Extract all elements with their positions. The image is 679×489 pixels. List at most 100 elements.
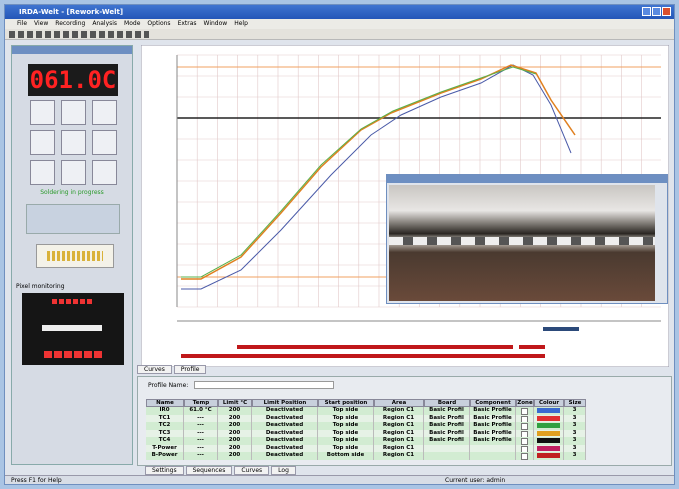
- table-cell: ---: [184, 429, 218, 437]
- colour-swatch: [537, 438, 560, 443]
- window-controls: [642, 7, 672, 17]
- title-bar: IRDA-Welt - [Rework-Welt]: [5, 5, 674, 19]
- menu-item[interactable]: Extras: [177, 20, 197, 27]
- table-cell: [534, 437, 564, 445]
- table-cell: [516, 407, 534, 415]
- tab[interactable]: Settings: [145, 466, 184, 475]
- curve: [181, 64, 572, 290]
- table-cell: 200: [218, 429, 252, 437]
- colour-swatch: [537, 423, 560, 428]
- tab[interactable]: Curves: [234, 466, 270, 475]
- control-button[interactable]: [92, 100, 117, 125]
- table-cell: Basic Profile: [470, 414, 516, 422]
- tab[interactable]: Log: [271, 466, 296, 475]
- control-button[interactable]: [30, 130, 55, 155]
- control-button[interactable]: [61, 160, 86, 185]
- menu-item[interactable]: File: [17, 20, 28, 27]
- control-button[interactable]: [30, 100, 55, 125]
- table-cell: Region C1: [374, 452, 424, 460]
- pixel-row: [52, 299, 92, 304]
- table-cell: [424, 444, 470, 452]
- zone-bar: [181, 354, 545, 358]
- table-cell: Top side: [318, 444, 374, 452]
- column-header: Limit Position: [252, 399, 318, 407]
- menu-item[interactable]: Mode: [124, 20, 141, 27]
- table-cell: Basic Profile: [470, 422, 516, 430]
- menu-item[interactable]: Window: [203, 20, 228, 27]
- column-header: Component: [470, 399, 516, 407]
- table-cell: Region C1: [374, 422, 424, 430]
- table-cell: ---: [184, 437, 218, 445]
- table-cell: 200: [218, 452, 252, 460]
- table-cell: ---: [184, 414, 218, 422]
- table-cell: 3: [564, 414, 586, 422]
- table-cell: Top side: [318, 414, 374, 422]
- toolbar-buttons[interactable]: [9, 31, 149, 38]
- profile-input[interactable]: [194, 381, 334, 389]
- zone-bar: [237, 345, 513, 349]
- curve: [181, 66, 537, 278]
- table-cell: [534, 407, 564, 415]
- info-box: [26, 204, 120, 234]
- control-button[interactable]: [61, 130, 86, 155]
- zone-checkbox[interactable]: [521, 453, 528, 460]
- tab[interactable]: Profile: [173, 365, 207, 374]
- close-button[interactable]: [662, 7, 671, 16]
- window-title: IRDA-Welt - [Rework-Welt]: [19, 8, 124, 16]
- column-header: Zone: [516, 399, 534, 407]
- table-cell: 3: [564, 437, 586, 445]
- table-cell: Deactivated: [252, 444, 318, 452]
- table-cell: Basic Profile: [470, 429, 516, 437]
- table-cell: [470, 452, 516, 460]
- menu-item[interactable]: View: [34, 20, 49, 27]
- table-cell: Basic Profil: [424, 414, 470, 422]
- control-button[interactable]: [30, 160, 55, 185]
- camera-window: [386, 174, 668, 304]
- table-cell: Deactivated: [252, 452, 318, 460]
- menu-item[interactable]: Recording: [55, 20, 86, 27]
- column-header: Start position: [318, 399, 374, 407]
- table-cell: Region C1: [374, 407, 424, 415]
- status-text: Soldering in progress: [40, 189, 104, 196]
- table-cell: ---: [184, 452, 218, 460]
- table-cell: 3: [564, 444, 586, 452]
- tab[interactable]: Curves: [137, 365, 172, 374]
- menu-item[interactable]: Options: [147, 20, 171, 27]
- panel-header: [12, 46, 132, 54]
- table-cell: Region C1: [374, 444, 424, 452]
- table-cell: ---: [184, 422, 218, 430]
- tab[interactable]: Sequences: [185, 466, 233, 475]
- menu-bar: File View Recording Analysis Mode Options Extr…: [5, 19, 674, 29]
- channel-table: Name Temp Limit °C Limit Position Start posi…: [146, 399, 626, 463]
- table-cell: Top side: [318, 429, 374, 437]
- table-cell: B-Power: [146, 452, 184, 460]
- menu-item[interactable]: Analysis: [92, 20, 118, 27]
- table-cell: Bottom side: [318, 452, 374, 460]
- maximize-button[interactable]: [652, 7, 661, 16]
- pixel-monitor: [22, 293, 124, 365]
- table-cell: TC4: [146, 437, 184, 445]
- menu-item[interactable]: Help: [234, 20, 248, 27]
- minimize-button[interactable]: [642, 7, 651, 16]
- table-cell: Deactivated: [252, 429, 318, 437]
- table-cell: Top side: [318, 407, 374, 415]
- table-cell: [516, 437, 534, 445]
- column-header: Area: [374, 399, 424, 407]
- solder-balls: [389, 237, 655, 245]
- table-cell: 200: [218, 444, 252, 452]
- control-button[interactable]: [92, 160, 117, 185]
- control-button[interactable]: [92, 130, 117, 155]
- colour-swatch: [537, 408, 560, 413]
- table-cell: 3: [564, 407, 586, 415]
- bottom-tabs: Settings Sequences Curves Log: [145, 466, 365, 475]
- table-cell: [534, 444, 564, 452]
- control-button[interactable]: [61, 100, 86, 125]
- table-cell: Deactivated: [252, 422, 318, 430]
- table-cell: Basic Profile: [470, 407, 516, 415]
- curve: [181, 64, 576, 280]
- table-cell: [534, 429, 564, 437]
- column-header: Name: [146, 399, 184, 407]
- column-header: Limit °C: [218, 399, 252, 407]
- table-cell: 3: [564, 452, 586, 460]
